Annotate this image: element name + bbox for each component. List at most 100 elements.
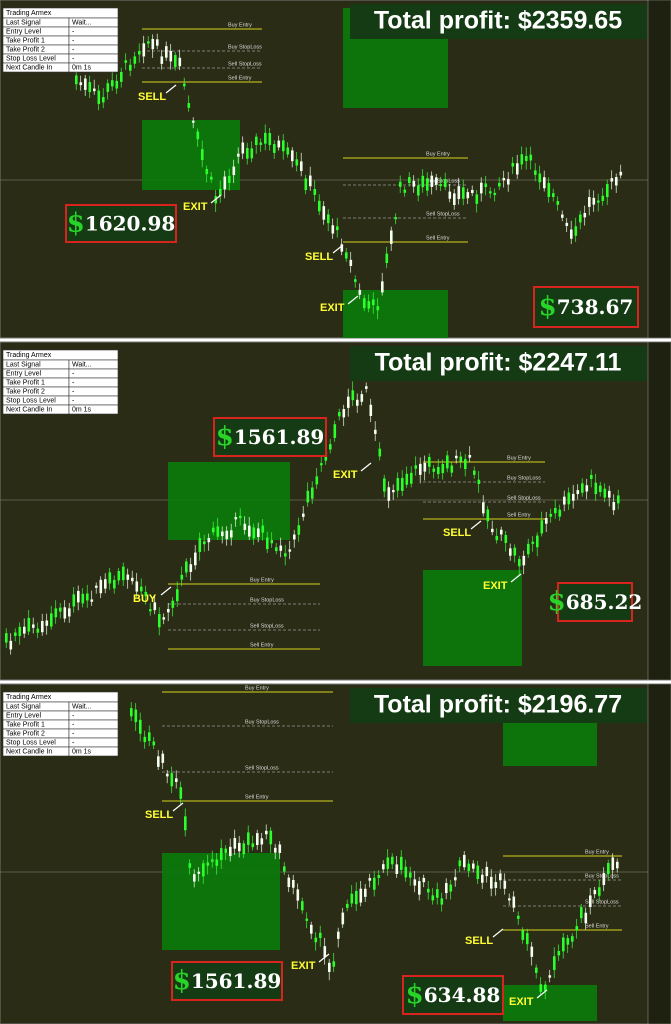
info-table: Trading Armex Last Signal Wait... Entry Lev… bbox=[2, 349, 119, 415]
candle-body bbox=[153, 602, 157, 611]
candle-body bbox=[426, 178, 429, 191]
total-profit-bg bbox=[350, 346, 647, 381]
level-label: Sell Entry bbox=[507, 512, 531, 518]
candle-body bbox=[291, 150, 294, 162]
table-value: - bbox=[72, 731, 75, 738]
table-cell bbox=[68, 728, 119, 739]
candle-body bbox=[165, 46, 168, 58]
candle-body bbox=[472, 863, 475, 869]
candle-body bbox=[547, 183, 551, 197]
candle-body bbox=[580, 907, 583, 919]
candle-body bbox=[309, 175, 312, 187]
signal-label: EXIT bbox=[483, 580, 508, 592]
candle-body bbox=[210, 176, 213, 180]
level-label: Buy Entry bbox=[585, 849, 609, 855]
candle-body bbox=[454, 877, 457, 881]
signal-label: EXIT bbox=[183, 201, 208, 213]
candle-body bbox=[246, 148, 249, 159]
signal-label: EXIT bbox=[320, 302, 345, 314]
candle-body bbox=[385, 253, 389, 264]
table-cell bbox=[68, 44, 119, 55]
candle-body bbox=[549, 513, 553, 517]
profit-box bbox=[533, 286, 639, 328]
candle-body bbox=[93, 88, 96, 92]
candle-body bbox=[322, 206, 326, 220]
candle-body bbox=[607, 863, 610, 875]
table-cell bbox=[68, 404, 119, 415]
table-value: - bbox=[72, 29, 75, 36]
candle-body bbox=[279, 545, 283, 551]
profit-box bbox=[65, 204, 177, 243]
currency-symbol: $ bbox=[67, 209, 85, 239]
candle-body bbox=[616, 861, 619, 869]
candle-body bbox=[282, 140, 285, 152]
candle-body bbox=[601, 195, 605, 201]
candle-body bbox=[152, 741, 156, 746]
table-cell bbox=[68, 719, 119, 730]
candle-body bbox=[525, 155, 528, 161]
profit-amount: $634.88 bbox=[406, 980, 501, 1010]
candle-body bbox=[561, 214, 564, 218]
candle-body bbox=[576, 490, 580, 495]
candle-body bbox=[256, 833, 259, 846]
candle-body bbox=[228, 175, 231, 183]
candle-body bbox=[179, 787, 183, 799]
candle-body bbox=[257, 528, 260, 538]
candle-body bbox=[378, 448, 382, 457]
candle-body bbox=[205, 168, 209, 175]
candle-body bbox=[170, 773, 174, 787]
candle-body bbox=[612, 502, 616, 511]
candle-body bbox=[507, 178, 510, 185]
candle-body bbox=[90, 599, 94, 602]
candle-body bbox=[535, 967, 538, 973]
candle-body bbox=[610, 178, 614, 182]
signal-arrow bbox=[165, 84, 177, 94]
candle-body bbox=[557, 951, 561, 956]
candle-body bbox=[552, 193, 555, 197]
signal-label: EXIT bbox=[333, 469, 358, 481]
profit-box bbox=[171, 961, 283, 1001]
candle-body bbox=[9, 640, 13, 650]
candle-body bbox=[234, 517, 238, 520]
candle-body bbox=[18, 626, 22, 636]
candle-body bbox=[522, 555, 526, 566]
candle-body bbox=[264, 132, 267, 144]
table-value: 0m 1s bbox=[72, 407, 92, 414]
candle-body bbox=[50, 613, 53, 627]
level-label: Sell StopLoss bbox=[228, 61, 262, 67]
table-label: Next Candle In bbox=[6, 407, 52, 414]
candle-body bbox=[129, 64, 132, 71]
candle-body bbox=[174, 55, 177, 68]
candle-body bbox=[413, 879, 417, 886]
profit-amount: $685.22 bbox=[548, 587, 643, 617]
candle-body bbox=[144, 591, 148, 597]
candle-body bbox=[458, 860, 462, 867]
candle-body bbox=[293, 534, 296, 540]
price-axis bbox=[647, 0, 671, 339]
candle-body bbox=[215, 859, 219, 866]
candle-body bbox=[261, 525, 265, 533]
candle-body bbox=[563, 496, 566, 505]
candle-body bbox=[212, 527, 215, 533]
candle-body bbox=[538, 173, 542, 183]
candle-body bbox=[149, 609, 152, 612]
candle-body bbox=[142, 43, 146, 57]
candle-body bbox=[314, 937, 318, 943]
candle-body bbox=[219, 188, 222, 196]
candle-body bbox=[484, 183, 488, 188]
candle-body bbox=[499, 873, 502, 881]
candle-body bbox=[548, 975, 552, 978]
candle-body bbox=[486, 509, 490, 522]
candle-body bbox=[102, 97, 105, 103]
table-label: Entry Level bbox=[6, 713, 41, 720]
candle-body bbox=[409, 872, 412, 878]
candle-body bbox=[274, 847, 277, 853]
level-label: Sell StopLoss bbox=[250, 623, 284, 629]
candle-body bbox=[565, 222, 569, 227]
candle-body bbox=[355, 890, 358, 905]
candle-body bbox=[476, 865, 480, 880]
candle-body bbox=[255, 136, 258, 145]
candle-body bbox=[368, 877, 372, 881]
level-label: Buy Entry bbox=[507, 455, 531, 461]
table-label: Stop Loss Level bbox=[6, 398, 56, 405]
